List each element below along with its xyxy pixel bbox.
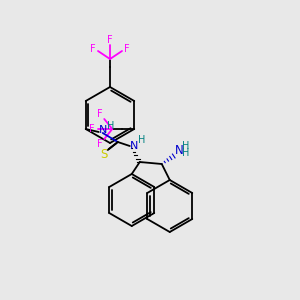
Text: H: H (107, 121, 114, 131)
Text: H: H (182, 141, 189, 151)
Text: S: S (100, 148, 107, 160)
Text: F: F (98, 109, 103, 119)
Text: N: N (99, 125, 107, 135)
Text: N: N (130, 141, 138, 151)
Text: F: F (89, 124, 95, 134)
Text: F: F (98, 139, 103, 149)
Text: F: F (90, 44, 96, 54)
Text: N: N (174, 145, 183, 158)
Text: H: H (182, 148, 189, 158)
Text: F: F (107, 35, 113, 45)
Text: H: H (138, 135, 146, 145)
Text: F: F (124, 44, 130, 54)
